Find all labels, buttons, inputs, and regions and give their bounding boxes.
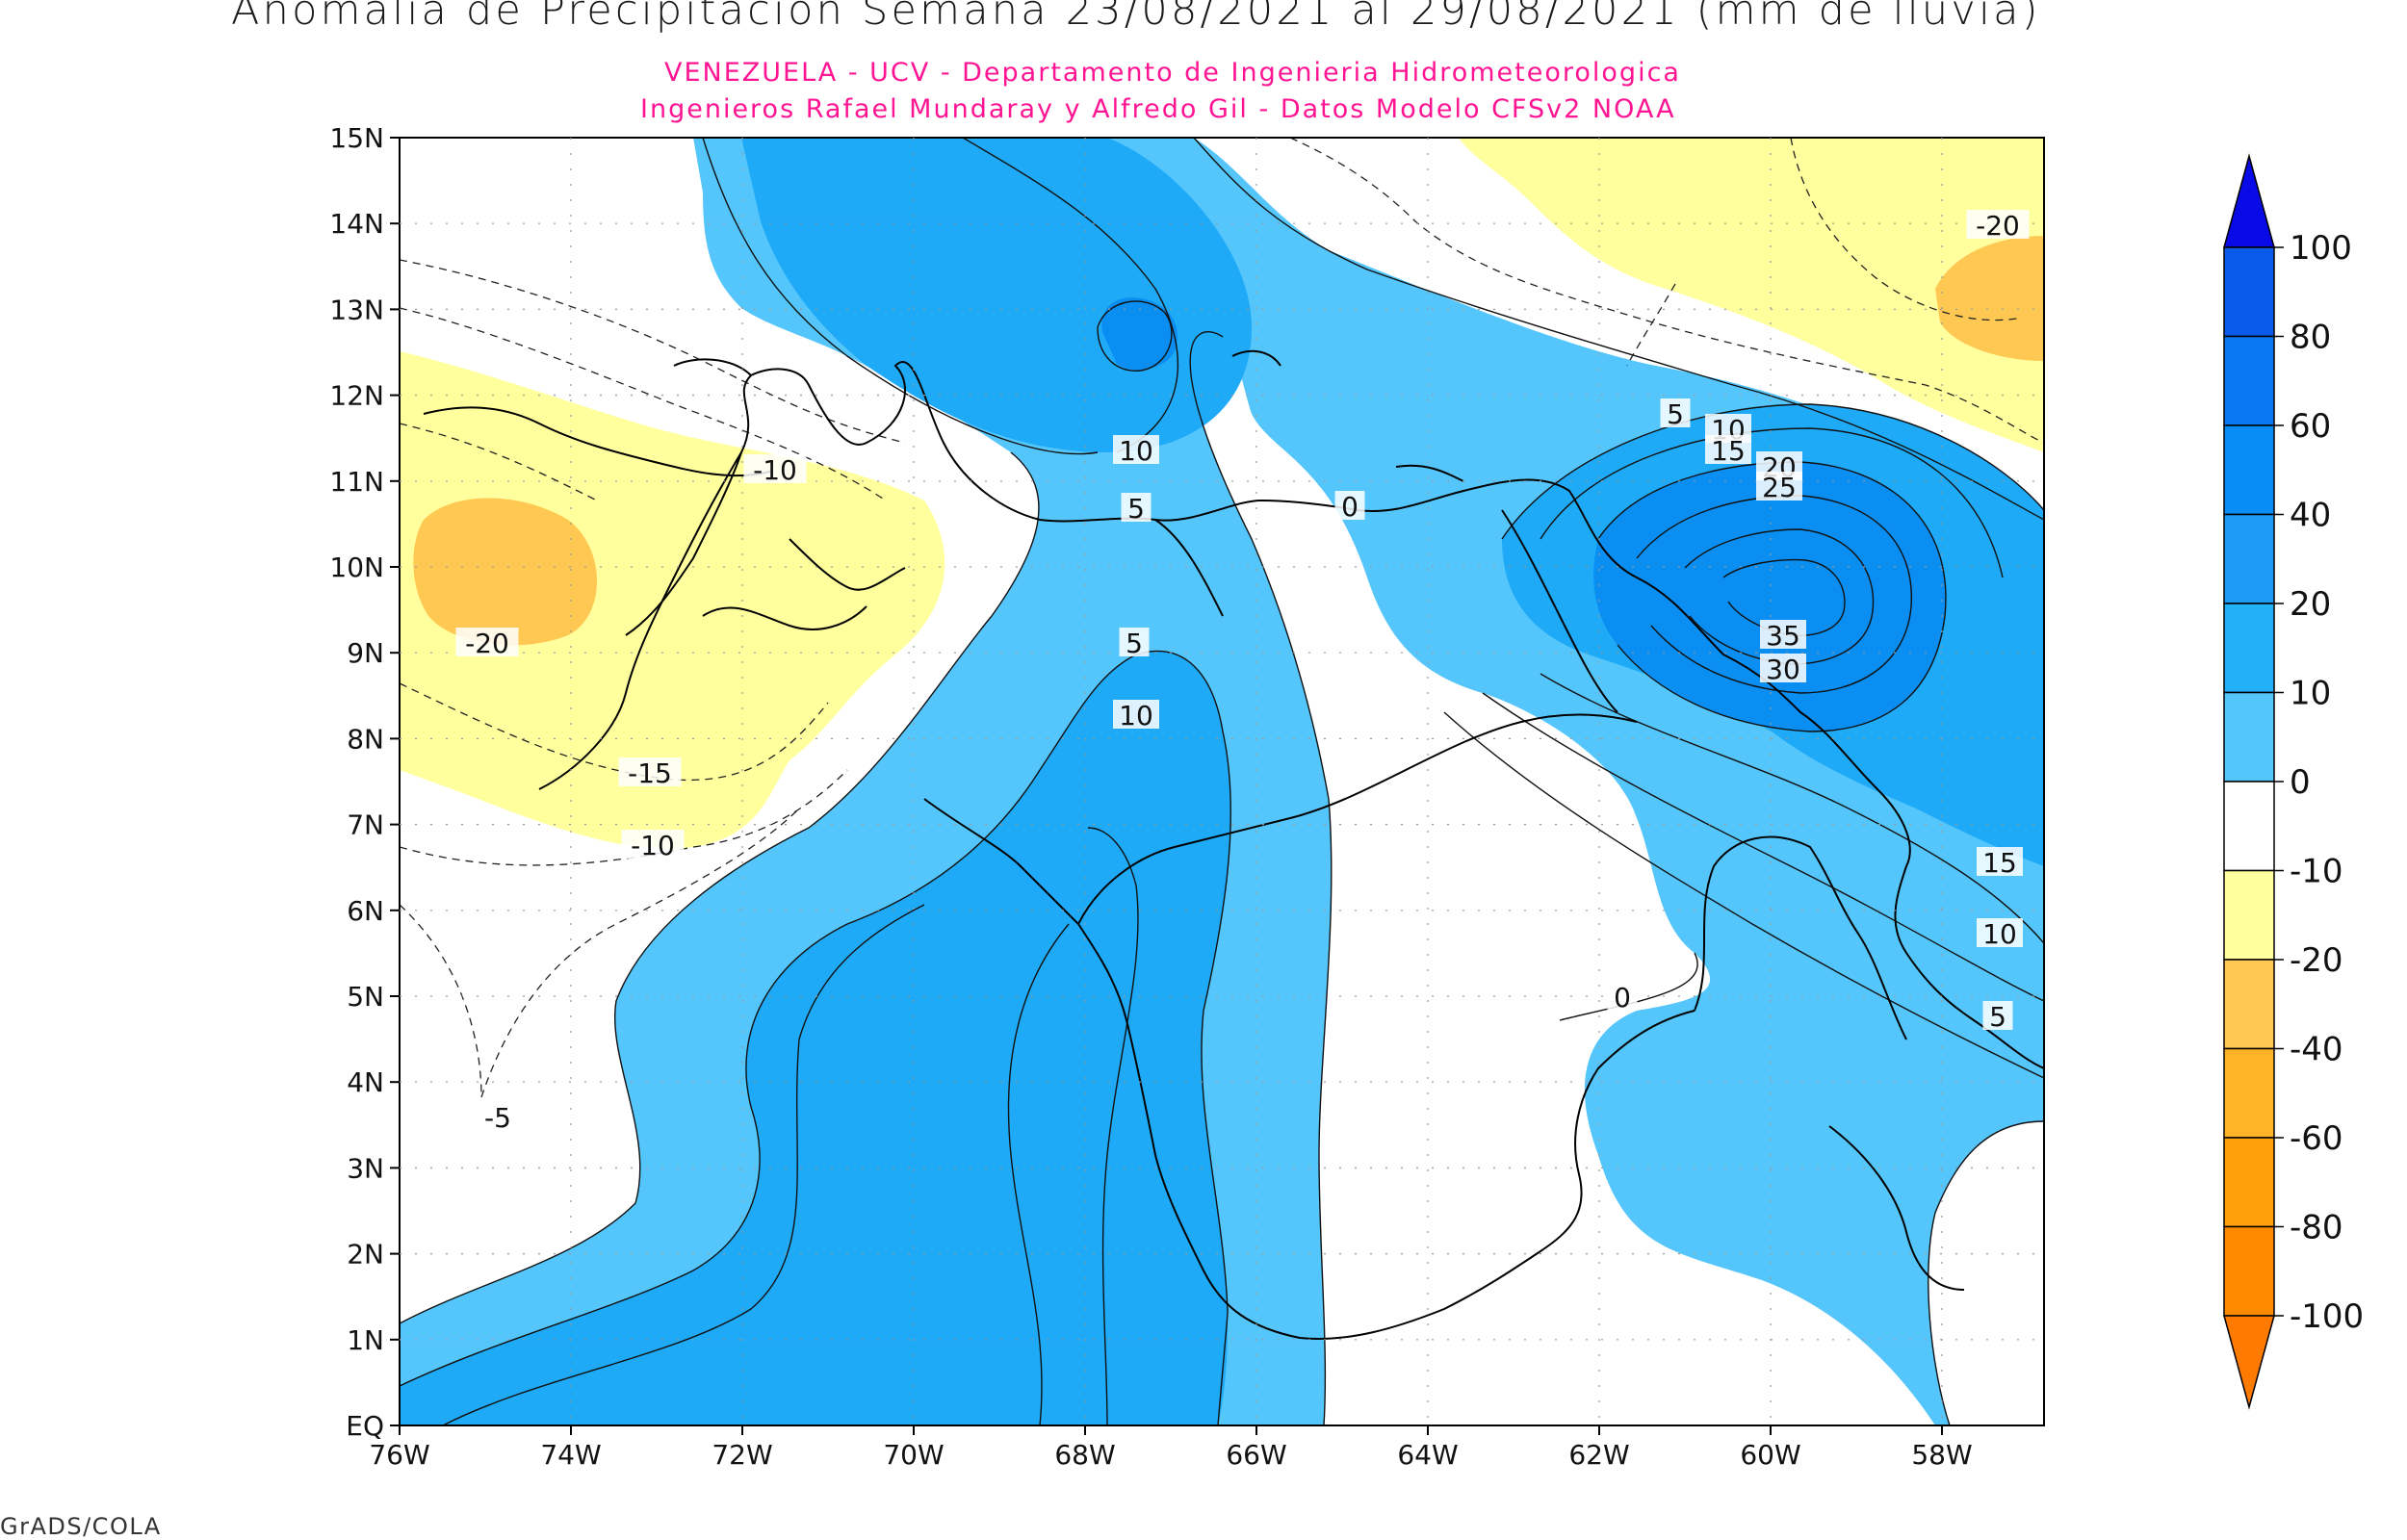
colorbar-label: 40 bbox=[2290, 497, 2331, 535]
page-title: Anomalia de Precipitacion Semana 23/08/2… bbox=[231, 0, 2041, 35]
colorbar-segment bbox=[2223, 424, 2275, 516]
colorbar-segment bbox=[2223, 1047, 2275, 1139]
lat-label: 7N bbox=[347, 809, 384, 841]
colorbar-label: 0 bbox=[2290, 763, 2311, 802]
lon-label: 64W bbox=[1397, 1439, 1458, 1471]
contour-label: 10 bbox=[1119, 700, 1153, 732]
colorbar-label: -10 bbox=[2290, 853, 2343, 891]
latitude-labels: 15N 14N 13N 12N 11N 10N 9N 8N 7N 6N 5N 4N 3N 2N 1N EQ bbox=[329, 122, 400, 1442]
colorbar-segment bbox=[2223, 869, 2275, 961]
lat-label: 4N bbox=[347, 1066, 384, 1098]
zone-neg10-20-ne bbox=[1459, 138, 2044, 452]
colorbar-segment bbox=[2223, 959, 2275, 1050]
subtitle-authors: Ingenieros Rafael Mundaray y Alfredo Gil… bbox=[640, 94, 1676, 124]
colorbar-segment bbox=[2223, 603, 2275, 694]
lon-label: 66W bbox=[1226, 1439, 1286, 1471]
zone-10-20-north bbox=[741, 138, 1252, 452]
contour-label: 5 bbox=[1989, 1001, 2006, 1033]
zone-neutral-se bbox=[1928, 1121, 2044, 1425]
contour-label: 10 bbox=[1119, 435, 1153, 467]
colorbar-label: 80 bbox=[2290, 319, 2331, 357]
lat-label: EQ bbox=[346, 1410, 384, 1442]
contour-label: 5 bbox=[1667, 398, 1684, 430]
colorbar-label: -60 bbox=[2290, 1119, 2343, 1158]
contour-label: -10 bbox=[631, 830, 675, 861]
lon-label: 76W bbox=[369, 1439, 429, 1471]
colorbar-label: 10 bbox=[2290, 675, 2331, 713]
contour-label: 5 bbox=[1127, 493, 1145, 525]
lat-label: 6N bbox=[347, 895, 384, 927]
lat-label: 15N bbox=[329, 122, 384, 154]
lat-label: 3N bbox=[347, 1152, 384, 1184]
lon-label: 68W bbox=[1054, 1439, 1115, 1471]
lon-label: 58W bbox=[1911, 1439, 1972, 1471]
lon-label: 74W bbox=[540, 1439, 601, 1471]
colorbar-bottom-arrow bbox=[2223, 1315, 2275, 1410]
lat-label: 9N bbox=[347, 637, 384, 669]
contour-label: 15 bbox=[1982, 847, 2017, 879]
lat-label: 13N bbox=[329, 294, 384, 325]
zone-20-40-north bbox=[1101, 297, 1178, 371]
lat-label: 14N bbox=[329, 208, 384, 240]
lon-label: 72W bbox=[712, 1439, 772, 1471]
longitude-labels: 76W 74W 72W 70W 68W 66W 64W 62W 60W 58W bbox=[369, 1425, 1973, 1471]
contour-label: 35 bbox=[1766, 620, 1800, 652]
zone-neg20-40-nw bbox=[413, 498, 597, 646]
coastlines-borders bbox=[423, 349, 2044, 1340]
colorbar-segment bbox=[2223, 781, 2275, 872]
contour-label: 5 bbox=[1126, 628, 1143, 659]
contour-label: -5 bbox=[484, 1102, 511, 1134]
colorbar-label: -40 bbox=[2290, 1031, 2343, 1069]
colorbar-segment bbox=[2223, 1225, 2275, 1317]
contour-label: 0 bbox=[1341, 491, 1359, 523]
lat-label: 10N bbox=[329, 552, 384, 583]
zone-10-20-south bbox=[789, 807, 1213, 1425]
contour-label: 10 bbox=[1982, 918, 2017, 950]
lat-label: 5N bbox=[347, 981, 384, 1013]
subtitle-institution: VENEZUELA - UCV - Departamento de Ingeni… bbox=[664, 58, 1681, 88]
lat-label: 2N bbox=[347, 1239, 384, 1270]
zone-neg10-20-nw bbox=[400, 351, 945, 849]
colorbar-label: 100 bbox=[2290, 229, 2352, 268]
lon-label: 70W bbox=[883, 1439, 944, 1471]
lat-label: 12N bbox=[329, 380, 384, 412]
zone-20-40-east bbox=[1593, 462, 1946, 732]
colorbar-label: 60 bbox=[2290, 407, 2331, 446]
colorbar-label: 20 bbox=[2290, 585, 2331, 624]
colorbar-segment bbox=[2223, 1137, 2275, 1228]
contour-label: -20 bbox=[465, 628, 509, 659]
credit-text: GrADS/COLA bbox=[0, 1513, 162, 1540]
zone-neg20-40-ne bbox=[1935, 236, 2044, 361]
colorbar-segment bbox=[2223, 246, 2275, 338]
contour-label: 15 bbox=[1711, 435, 1746, 467]
colorbar-label: -100 bbox=[2290, 1297, 2364, 1336]
contour-label: 30 bbox=[1766, 654, 1800, 685]
contour-label: -10 bbox=[753, 454, 797, 486]
lat-label: 8N bbox=[347, 723, 384, 755]
lon-label: 62W bbox=[1568, 1439, 1629, 1471]
contour-label: -15 bbox=[628, 757, 672, 789]
contour-label: -20 bbox=[1976, 210, 2020, 242]
lat-label: 1N bbox=[347, 1324, 384, 1356]
colorbar-label: -20 bbox=[2290, 941, 2343, 980]
colorbar-label: -80 bbox=[2290, 1209, 2343, 1247]
contour-label: 0 bbox=[1614, 982, 1631, 1014]
contour-lines bbox=[400, 138, 2044, 1425]
lat-label: 11N bbox=[329, 466, 384, 498]
plot-frame bbox=[399, 137, 2045, 1426]
lon-label: 60W bbox=[1740, 1439, 1800, 1471]
colorbar-segment bbox=[2223, 335, 2275, 426]
colorbar-segment bbox=[2223, 691, 2275, 783]
anomaly-field bbox=[400, 138, 2044, 1425]
contour-label: 25 bbox=[1762, 472, 1797, 503]
colorbar-top-arrow bbox=[2223, 153, 2275, 248]
colorbar-segment bbox=[2223, 513, 2275, 604]
